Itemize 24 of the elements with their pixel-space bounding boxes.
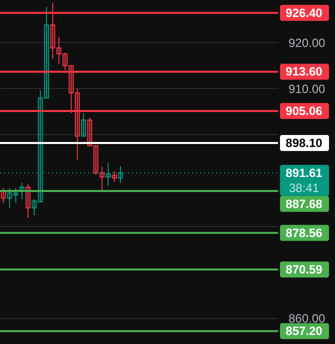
ref-line-label: 898.10 [286, 136, 323, 150]
text: 38:41 [288, 180, 320, 195]
ref-line-label: 913.60 [286, 64, 323, 79]
candlestick [81, 112, 86, 137]
candlestick [56, 36, 62, 64]
ref-line-label: 857.20 [286, 324, 323, 338]
candlestick [13, 188, 18, 204]
candlestick [100, 166, 105, 192]
ref-line-label: 878.56 [286, 226, 323, 240]
candlestick [44, 6, 50, 98]
ref-line-label: 926.40 [286, 6, 323, 20]
ref-line-label: 905.06 [286, 104, 323, 118]
y-tick-label: 920.00 [288, 36, 326, 50]
candlestick [26, 183, 31, 218]
ref-line-label: 887.68 [286, 196, 323, 211]
candlestick [32, 198, 37, 216]
candlestick [112, 170, 117, 183]
ref-line-label: 891.61 [286, 166, 323, 180]
candlestick [87, 117, 92, 146]
ref-line-label: 870.59 [286, 262, 323, 277]
y-tick-label: 910.00 [288, 82, 326, 96]
y-tick-label: 860.00 [288, 312, 326, 326]
candlestick [7, 188, 12, 208]
candlestick [93, 145, 98, 176]
